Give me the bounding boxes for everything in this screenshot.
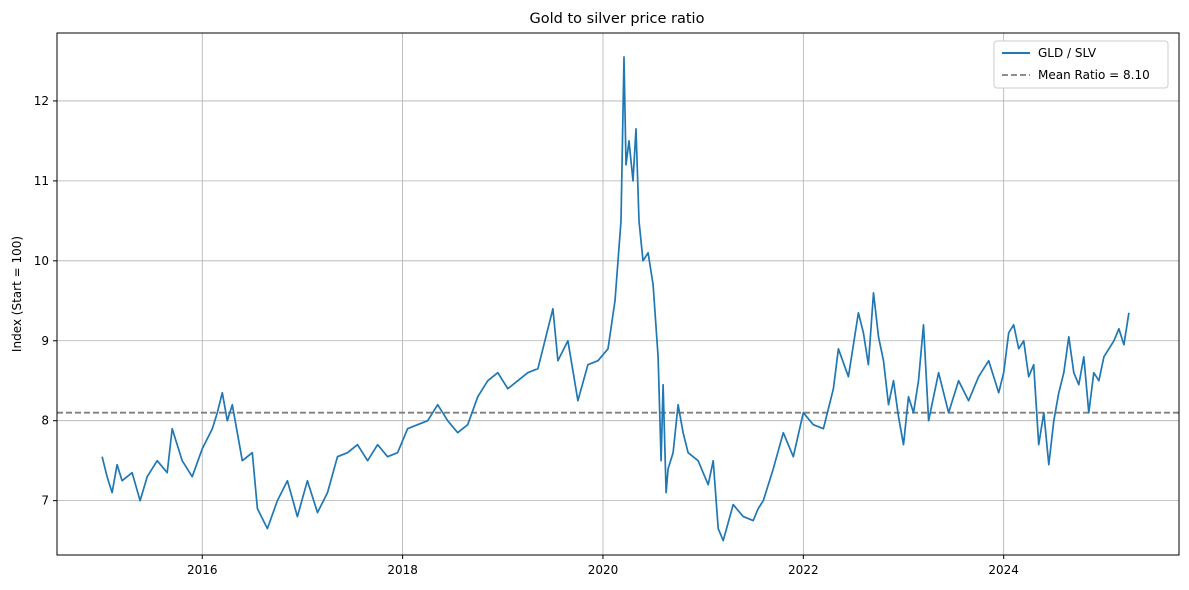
- y-tick-label: 7: [41, 494, 49, 508]
- chart-title: Gold to silver price ratio: [530, 11, 705, 27]
- x-tick-label: 2022: [788, 563, 819, 577]
- legend-label-mean: Mean Ratio = 8.10: [1038, 68, 1150, 82]
- x-tick-label: 2024: [988, 563, 1019, 577]
- grid: [57, 33, 1179, 555]
- legend-label-series: GLD / SLV: [1038, 46, 1097, 60]
- series-group: [101, 56, 1130, 542]
- y-tick-label: 9: [41, 334, 49, 348]
- y-tick-label: 11: [34, 174, 49, 188]
- x-tick-label: 2016: [187, 563, 218, 577]
- y-tick-label: 10: [34, 254, 49, 268]
- x-tick-label: 2020: [588, 563, 619, 577]
- x-tick-label: 2018: [387, 563, 418, 577]
- plot-frame: [56, 32, 1180, 556]
- x-axis: 2016 2018 2020 2022 2024: [187, 555, 1019, 577]
- legend-box: [993, 40, 1169, 89]
- series-line-gld-slv: [101, 56, 1130, 542]
- legend: GLD / SLV Mean Ratio = 8.10: [993, 40, 1169, 89]
- y-axis-label: Index (Start = 100): [10, 236, 24, 352]
- y-tick-label: 12: [34, 94, 49, 108]
- y-tick-label: 8: [41, 414, 49, 428]
- y-axis: 7 8 9 10 11 12: [34, 94, 57, 508]
